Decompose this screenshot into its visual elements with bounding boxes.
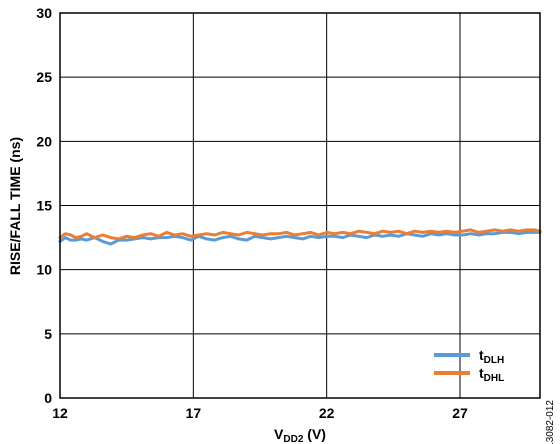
y-tick-label: 25 bbox=[36, 69, 52, 85]
x-tick-label: 12 bbox=[52, 405, 68, 421]
y-tick-label: 30 bbox=[36, 5, 52, 21]
legend: tDLH tDHL bbox=[434, 347, 504, 384]
x-tick-label: 27 bbox=[452, 405, 468, 421]
figure-id: 13082-012 bbox=[545, 400, 556, 444]
x-tick-label: 17 bbox=[186, 405, 202, 421]
series-line-tdhl bbox=[58, 228, 542, 241]
x-tick-labels: 12 17 22 27 bbox=[52, 405, 468, 421]
y-tick-labels: 0 5 10 15 20 25 30 bbox=[36, 5, 52, 406]
y-tick-label: 5 bbox=[44, 326, 52, 342]
series-line-tdlh bbox=[58, 230, 542, 246]
series-group bbox=[58, 228, 542, 246]
x-axis-title-base: V bbox=[274, 426, 284, 442]
legend-label-tdlh: tDLH bbox=[479, 347, 504, 366]
y-tick-label: 20 bbox=[36, 133, 52, 149]
grid-lines bbox=[60, 13, 540, 398]
y-tick-label: 15 bbox=[36, 198, 52, 214]
x-tick-label: 22 bbox=[319, 405, 335, 421]
y-axis-title: RISE/FALL TIME (ns) bbox=[7, 137, 23, 275]
x-axis-title-sub: DD2 bbox=[283, 434, 303, 444]
x-axis-title: VDD2 (V) bbox=[274, 426, 326, 444]
legend-label-tdhl: tDHL bbox=[479, 365, 504, 384]
y-tick-label: 0 bbox=[44, 390, 52, 406]
y-tick-label: 10 bbox=[36, 262, 52, 278]
plot-frame bbox=[59, 12, 541, 399]
x-axis-title-unit: (V) bbox=[303, 426, 326, 442]
